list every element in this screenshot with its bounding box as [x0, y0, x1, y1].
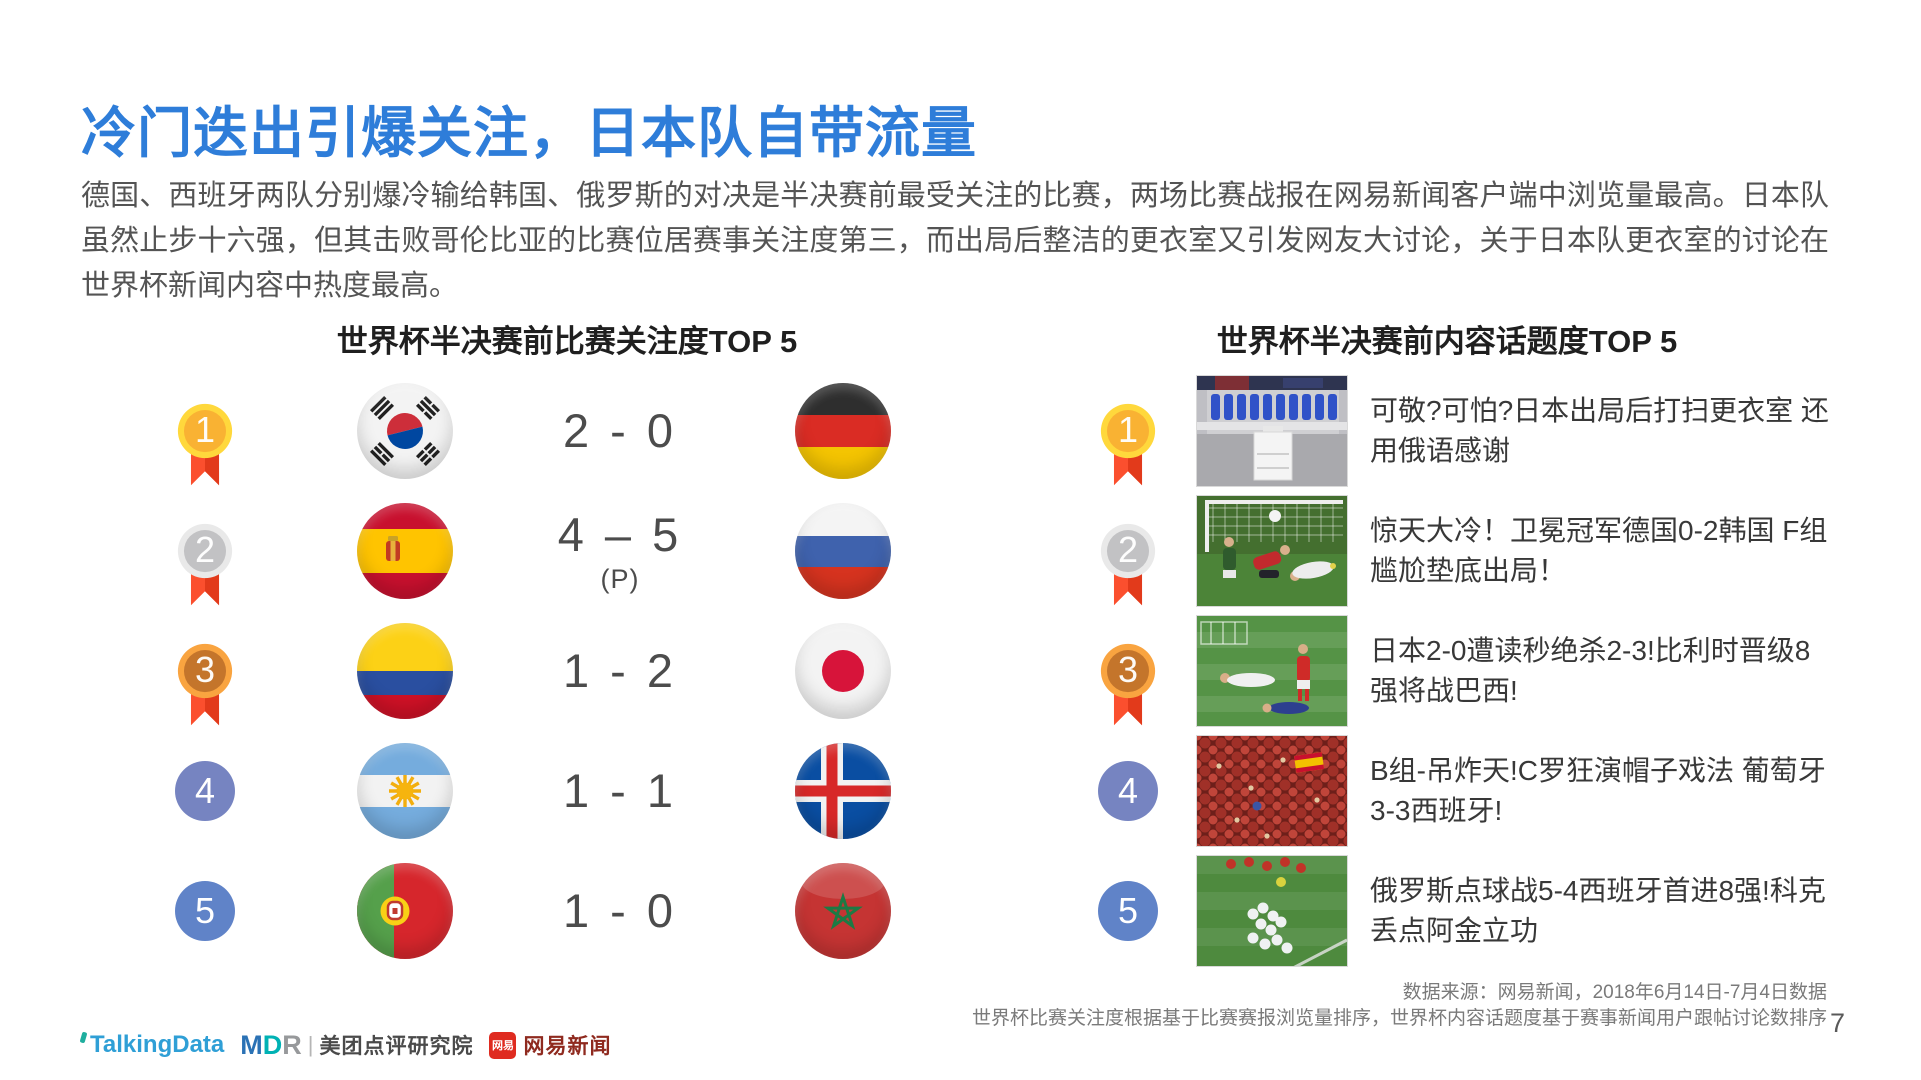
portugal-flag-icon	[357, 863, 453, 959]
russia-penalty-celebration-photo	[1196, 855, 1348, 967]
match-ranking-title: 世界杯半决赛前比赛关注度TOP 5	[336, 324, 798, 359]
colombia-flag-icon	[357, 623, 453, 719]
rank-number: 3	[1117, 649, 1139, 690]
bronze-medal-icon: 3	[1098, 643, 1158, 729]
topic-row-4: 4	[1093, 731, 1833, 851]
gold-medal-icon: 1	[175, 403, 235, 489]
locker-room-photo	[1196, 375, 1348, 487]
netease-news-label: 网易新闻	[523, 1035, 612, 1058]
match-row-5: 5 1 - 0	[170, 851, 910, 971]
topic-headline: 惊天大冷！卫冕冠军德国0-2韩国 F组尴尬垫底出局！	[1370, 515, 1828, 586]
match-row-3: 3 1 - 2	[170, 611, 910, 731]
topic-row-1: 1	[1093, 371, 1833, 491]
germany-flag-icon	[795, 383, 891, 479]
topic-ranking-title: 世界杯半决赛前内容话题度TOP 5	[1216, 324, 1678, 359]
russia-flag-icon	[795, 503, 891, 599]
japan-flag-icon	[795, 623, 891, 719]
netease-app-icon: 网易	[489, 1031, 517, 1059]
summary-paragraph: 德国、西班牙两队分别爆冷输给韩国、俄罗斯的对决是半决赛前最受关注的比赛，两场比赛…	[81, 180, 1829, 302]
topic-headline: B组-吊炸天!C罗狂演帽子戏法 葡萄牙3-3西班牙!	[1370, 755, 1826, 826]
talkingdata-wordmark: TalkingData	[90, 1031, 225, 1058]
match-ranking-table: 1 2 - 0	[170, 371, 910, 971]
page-title: 冷门迭出引爆关注，日本队自带流量	[81, 102, 978, 164]
argentina-flag-icon	[357, 743, 453, 839]
rank-number: 3	[194, 649, 216, 690]
rank-circle-badge: 4	[1098, 761, 1158, 821]
mdr-letter-r: R	[282, 1029, 302, 1060]
bronze-medal-icon: 3	[175, 643, 235, 729]
match-score: 4 – 5 (P)	[557, 508, 683, 594]
iceland-flag-icon	[795, 743, 891, 839]
rank-circle-badge: 5	[1098, 881, 1158, 941]
rank-number: 2	[194, 529, 216, 570]
gold-medal-icon: 1	[1098, 403, 1158, 489]
topic-headline: 可敬?可怕?日本出局后打扫更衣室 还用俄语感谢	[1370, 395, 1829, 466]
topic-row-3: 3	[1093, 611, 1833, 731]
netease-news-logo: 网易 网易新闻	[489, 1030, 611, 1060]
match-row-2: 2 4 – 5 (P)	[170, 491, 910, 611]
page-number: 7	[1829, 1008, 1845, 1038]
germany-korea-goal-photo	[1196, 495, 1348, 607]
japan-belgium-match-photo	[1196, 615, 1348, 727]
match-score: 1 - 2	[562, 643, 678, 697]
match-row-4: 4 1 - 1	[170, 731, 910, 851]
logo-separator: |	[307, 1032, 314, 1057]
rank-circle-badge: 4	[175, 761, 235, 821]
topic-row-2: 2	[1093, 491, 1833, 611]
data-source-note: 数据来源：网易新闻，2018年6月14日-7月4日数据 世界杯比赛关注度根据基于…	[972, 980, 1827, 1032]
source-line-2: 世界杯比赛关注度根据基于比赛赛报浏览量排序，世界杯内容话题度基于赛事新闻用户跟帖…	[971, 1008, 1827, 1029]
talkingdata-logo: TalkingData	[79, 1031, 225, 1059]
red-fans-crowd-photo	[1196, 735, 1348, 847]
talkingdata-tick-icon	[79, 1031, 88, 1044]
topic-ranking-table: 1	[1093, 371, 1833, 971]
rank-circle-badge: 5	[175, 881, 235, 941]
meituan-dianping-research-logo: M D R | 美团点评研究院	[240, 1030, 473, 1061]
silver-medal-icon: 2	[175, 523, 235, 609]
rank-number: 1	[194, 409, 216, 450]
mdr-letter-m: M	[240, 1029, 263, 1060]
meituan-research-label: 美团点评研究院	[319, 1035, 474, 1058]
match-score: 1 - 0	[562, 883, 678, 937]
topic-headline: 俄罗斯点球战5-4西班牙首进8强!科克丢点阿金立功	[1370, 875, 1826, 946]
match-score: 1 - 1	[562, 763, 678, 817]
mdr-letter-d: D	[262, 1029, 283, 1060]
topic-row-5: 5 俄罗斯点球	[1093, 851, 1833, 971]
rank-number: 2	[1117, 529, 1139, 570]
footer-logos: TalkingData M D R | 美团点评研究院 网易 网易新闻	[79, 1028, 611, 1062]
match-row-1: 1 2 - 0	[170, 371, 910, 491]
morocco-flag-icon	[795, 863, 891, 959]
spain-flag-icon	[357, 503, 453, 599]
silver-medal-icon: 2	[1098, 523, 1158, 609]
south-korea-flag-icon	[357, 383, 453, 479]
topic-headline: 日本2-0遭读秒绝杀2-3!比利时晋级8强将战巴西!	[1370, 635, 1811, 706]
source-line-1: 数据来源：网易新闻，2018年6月14日-7月4日数据	[1402, 982, 1827, 1003]
match-score: 2 - 0	[562, 403, 678, 457]
rank-number: 1	[1117, 409, 1139, 450]
